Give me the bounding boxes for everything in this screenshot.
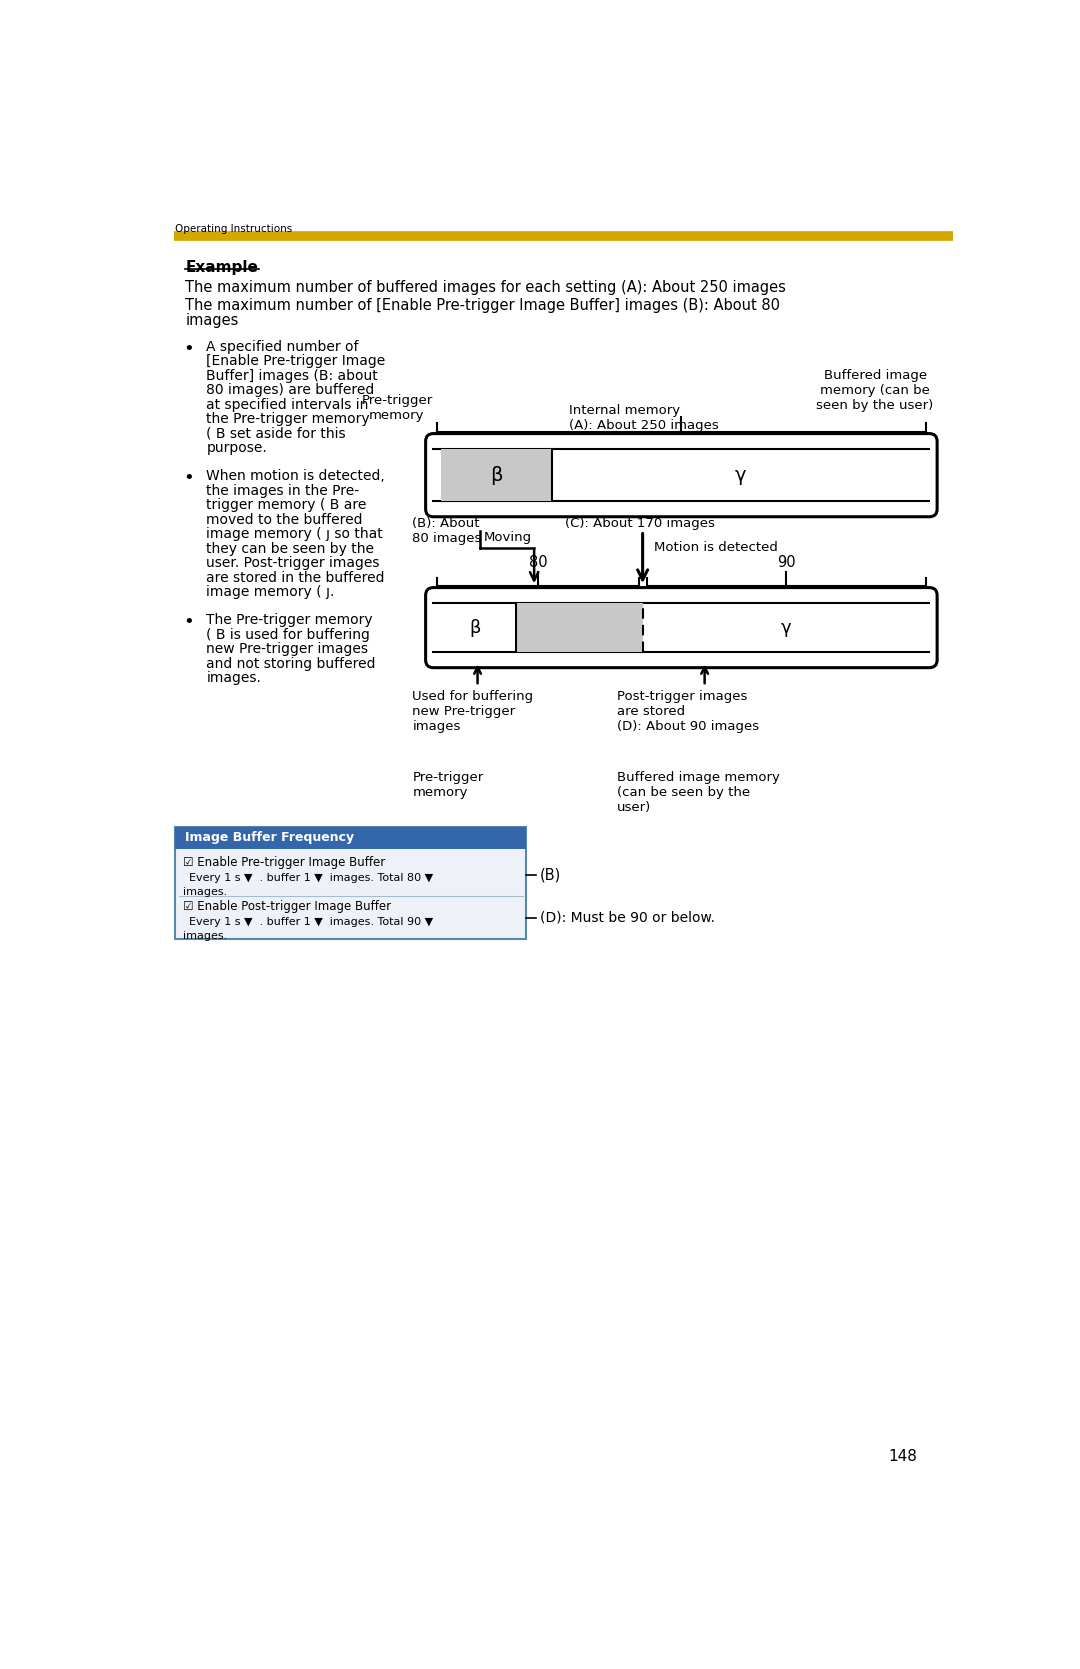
Text: images.: images. xyxy=(183,888,227,898)
Text: Every 1 s ▼  . buffer 1 ▼  images. Total 90 ▼: Every 1 s ▼ . buffer 1 ▼ images. Total 9… xyxy=(189,918,433,928)
FancyBboxPatch shape xyxy=(426,587,937,668)
Text: ☑ Enable Post-trigger Image Buffer: ☑ Enable Post-trigger Image Buffer xyxy=(183,900,391,913)
Text: Motion is detected: Motion is detected xyxy=(654,541,778,554)
Text: •: • xyxy=(183,469,193,487)
Text: images.: images. xyxy=(183,931,227,941)
Text: ☑ Enable Pre-trigger Image Buffer: ☑ Enable Pre-trigger Image Buffer xyxy=(183,856,386,870)
Text: 80: 80 xyxy=(529,556,548,571)
Bar xyxy=(516,603,643,653)
Text: images: images xyxy=(186,314,239,329)
Text: (C): About 170 images: (C): About 170 images xyxy=(565,517,715,529)
Text: Every 1 s ▼  . buffer 1 ▼  images. Total 80 ▼: Every 1 s ▼ . buffer 1 ▼ images. Total 8… xyxy=(189,873,433,883)
Text: 148: 148 xyxy=(888,1449,917,1464)
Text: Pre-trigger
memory: Pre-trigger memory xyxy=(413,771,484,799)
Text: image memory ( ȷ so that: image memory ( ȷ so that xyxy=(206,527,383,541)
Text: [Enable Pre-trigger Image: [Enable Pre-trigger Image xyxy=(206,354,386,369)
Text: γ: γ xyxy=(781,619,792,636)
Text: Operating Instructions: Operating Instructions xyxy=(175,224,293,234)
Text: The maximum number of [Enable Pre-trigger Image Buffer] images (B): About 80: The maximum number of [Enable Pre-trigge… xyxy=(186,299,781,314)
Text: Internal memory
(A): About 250 images: Internal memory (A): About 250 images xyxy=(569,404,719,432)
Text: Buffer] images (B: about: Buffer] images (B: about xyxy=(206,369,378,382)
Text: (B): About
80 images: (B): About 80 images xyxy=(413,517,482,544)
Text: user. Post-trigger images: user. Post-trigger images xyxy=(206,556,380,571)
Text: trigger memory ( Β are: trigger memory ( Β are xyxy=(206,499,367,512)
Text: •: • xyxy=(183,614,193,631)
Text: the images in the Pre-: the images in the Pre- xyxy=(206,484,360,497)
Text: Buffered image memory
(can be seen by the
user): Buffered image memory (can be seen by th… xyxy=(617,771,780,814)
Text: β: β xyxy=(490,466,503,484)
Text: The maximum number of buffered images for each setting (A): About 250 images: The maximum number of buffered images fo… xyxy=(186,280,786,295)
Text: purpose.: purpose. xyxy=(206,441,267,456)
Text: they can be seen by the: they can be seen by the xyxy=(206,542,375,556)
Text: •: • xyxy=(183,340,193,357)
Text: β: β xyxy=(469,619,481,636)
Text: A specified number of: A specified number of xyxy=(206,340,359,354)
Text: Post-trigger images
are stored
(D): About 90 images: Post-trigger images are stored (D): Abou… xyxy=(617,689,759,733)
Text: Example: Example xyxy=(186,260,258,275)
Text: Image Buffer Frequency: Image Buffer Frequency xyxy=(185,831,354,845)
Text: 80 images) are buffered: 80 images) are buffered xyxy=(206,384,375,397)
Text: are stored in the buffered: are stored in the buffered xyxy=(206,571,384,584)
Text: (B): (B) xyxy=(540,868,561,883)
Text: ( Β is used for buffering: ( Β is used for buffering xyxy=(206,628,370,643)
Text: The Pre-trigger memory: The Pre-trigger memory xyxy=(206,614,373,628)
Text: and not storing buffered: and not storing buffered xyxy=(206,658,376,671)
Bar xyxy=(175,828,526,848)
Text: Used for buffering
new Pre-trigger
images: Used for buffering new Pre-trigger image… xyxy=(413,689,534,733)
Text: When motion is detected,: When motion is detected, xyxy=(206,469,386,484)
Bar xyxy=(175,828,526,938)
Text: at specified intervals in: at specified intervals in xyxy=(206,397,368,412)
Text: γ: γ xyxy=(734,466,746,484)
Text: moved to the buffered: moved to the buffered xyxy=(206,512,363,527)
Text: Pre-trigger
memory: Pre-trigger memory xyxy=(362,394,433,422)
Text: new Pre-trigger images: new Pre-trigger images xyxy=(206,643,368,656)
Text: ( Β set aside for this: ( Β set aside for this xyxy=(206,427,346,441)
Text: (D): Must be 90 or below.: (D): Must be 90 or below. xyxy=(540,911,715,925)
Text: images.: images. xyxy=(206,671,261,686)
FancyBboxPatch shape xyxy=(426,434,937,517)
Bar xyxy=(441,449,552,501)
Text: the Pre-trigger memory: the Pre-trigger memory xyxy=(206,412,370,426)
Text: Buffered image
memory (can be
seen by the user): Buffered image memory (can be seen by th… xyxy=(816,369,934,412)
Text: 90: 90 xyxy=(777,556,795,571)
Text: image memory ( ȷ.: image memory ( ȷ. xyxy=(206,586,335,599)
Text: Moving: Moving xyxy=(484,531,531,544)
